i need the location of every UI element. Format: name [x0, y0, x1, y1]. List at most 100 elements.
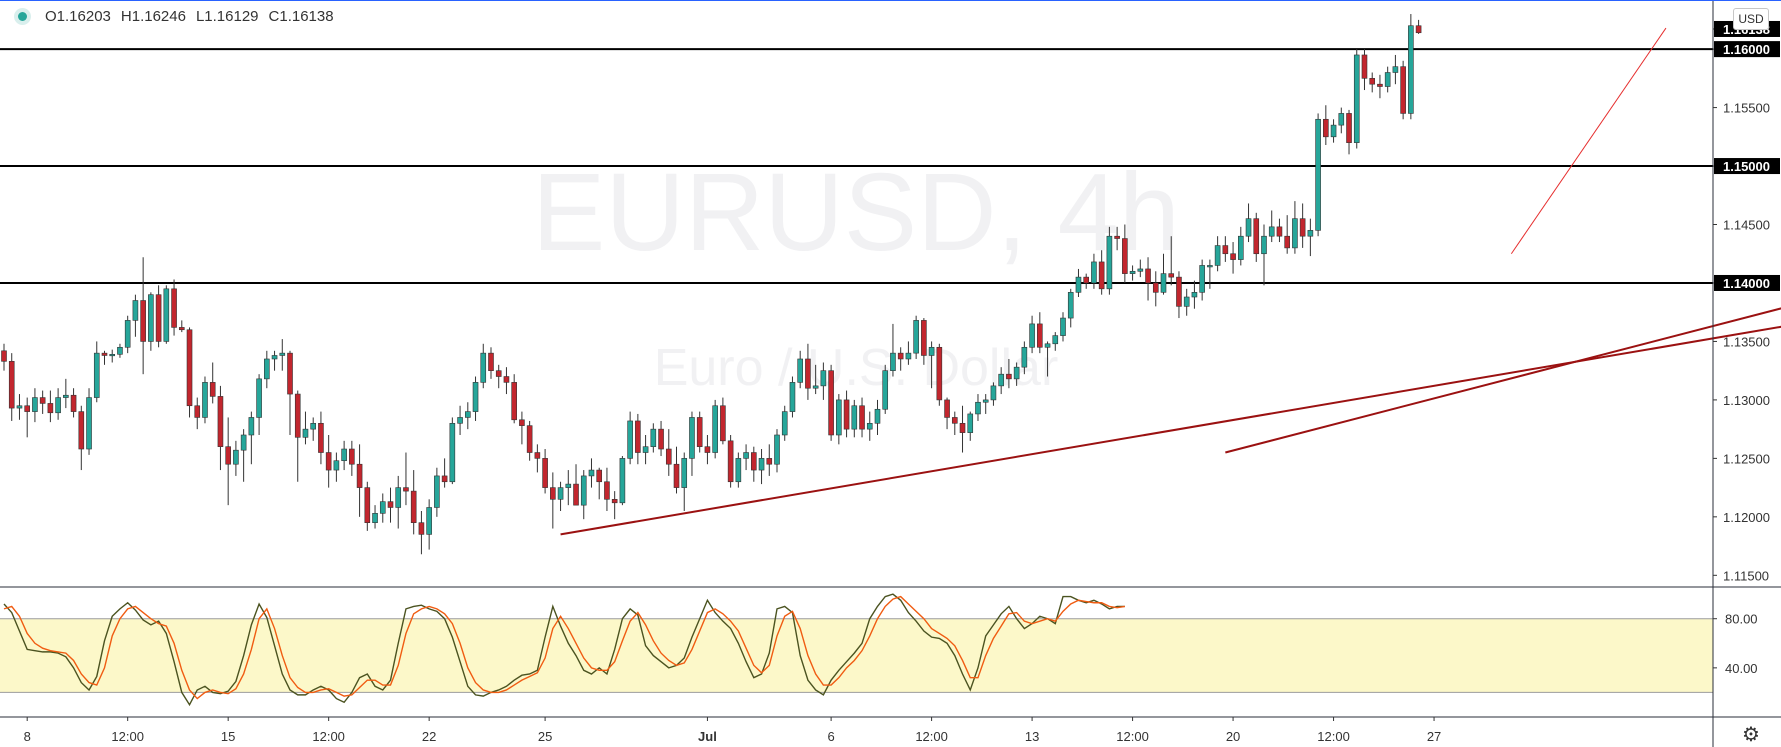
- candle-body: [936, 346, 943, 401]
- candle-body: [1268, 226, 1275, 237]
- candle-body: [55, 397, 61, 414]
- candle-body: [333, 460, 340, 471]
- candle-body: [1052, 335, 1059, 345]
- candle-body: [774, 434, 780, 465]
- candle-body: [248, 417, 255, 436]
- candle-body: [194, 405, 201, 418]
- candle-body: [696, 417, 703, 447]
- candle-body: [140, 300, 146, 342]
- candle-body: [1214, 245, 1221, 266]
- candle-body: [511, 382, 517, 421]
- ohlc-legend: O1.16203 H1.16246 L1.16129 C1.16138: [18, 8, 334, 25]
- candle-body: [866, 422, 873, 430]
- candle-body: [1361, 54, 1368, 79]
- candle-body: [1060, 317, 1066, 336]
- time-axis[interactable]: 8 12:00 15 12:00 22 25 Jul 6 12:00 13 12:00 20 12:00…: [24, 717, 1442, 744]
- candle-body: [874, 408, 881, 424]
- candle-body: [727, 440, 734, 483]
- candle-body: [233, 449, 239, 465]
- candle-body: [542, 458, 548, 488]
- candle-body: [70, 394, 77, 412]
- candle-body: [202, 382, 208, 418]
- candle-body: [1029, 323, 1035, 348]
- candle-body: [24, 405, 30, 412]
- time-tick-label: 13: [1025, 729, 1039, 744]
- horizontal-levels[interactable]: [0, 48, 1713, 284]
- candle-body: [805, 358, 811, 389]
- candle-body: [279, 352, 286, 356]
- candle-body: [1183, 296, 1190, 307]
- candle-body: [797, 358, 803, 383]
- candle-body: [1330, 124, 1337, 138]
- candle-body: [1044, 343, 1051, 348]
- candle-body: [951, 417, 958, 424]
- candle-body: [928, 346, 935, 356]
- candle-body: [39, 397, 46, 404]
- candle-body: [1346, 113, 1352, 143]
- candle-body: [63, 394, 69, 398]
- candle-body: [171, 288, 177, 328]
- candle-body: [16, 405, 23, 409]
- time-tick-label: 12:00: [312, 729, 345, 744]
- candle-body: [47, 403, 54, 414]
- ohlc-open: O1.16203: [45, 8, 111, 25]
- candle-body: [1199, 265, 1205, 293]
- candle-body: [665, 448, 672, 465]
- candle-body: [379, 501, 386, 514]
- candle-body: [565, 483, 572, 488]
- candle-body: [1160, 273, 1167, 293]
- currency-button[interactable]: USD: [1733, 8, 1769, 30]
- watermark: EURUSD, 4h Euro / U.S. Dollar: [532, 151, 1180, 397]
- candle-body: [573, 483, 579, 506]
- gear-icon[interactable]: ⚙: [1742, 724, 1760, 746]
- candle-body: [495, 370, 502, 377]
- candle-body: [890, 352, 896, 371]
- candle-body: [240, 434, 247, 451]
- candle-body: [766, 458, 773, 465]
- trendlines[interactable]: [560, 27, 1781, 536]
- candle-body: [464, 411, 471, 418]
- candle-body: [310, 422, 317, 430]
- candle-body: [225, 446, 231, 465]
- price-label-box: [1714, 41, 1780, 58]
- candle-body: [325, 452, 332, 471]
- candle-body: [1245, 218, 1252, 237]
- candle-body: [658, 428, 664, 450]
- candle-body: [557, 487, 564, 500]
- price-tick-label: 1.12500: [1723, 451, 1770, 466]
- watermark-symbol: EURUSD, 4h: [532, 151, 1180, 274]
- candle-body: [812, 385, 819, 389]
- candle-body: [264, 358, 270, 380]
- candle-body: [480, 352, 487, 383]
- trendline: [1225, 307, 1781, 454]
- price-axis[interactable]: 1.11500 1.12000 1.12500 1.13000 1.13500 1.140…: [1713, 20, 1780, 676]
- candle-body: [1137, 268, 1144, 272]
- candle-body: [1106, 235, 1113, 290]
- candle-body: [1307, 230, 1314, 237]
- time-tick-label: 6: [827, 729, 834, 744]
- candle-body: [434, 475, 440, 508]
- candle-body: [673, 463, 680, 488]
- candle-body: [990, 385, 997, 401]
- candle-body: [1253, 218, 1260, 255]
- candle-body: [758, 458, 765, 471]
- time-tick-label: 27: [1427, 729, 1441, 744]
- candle-body: [712, 405, 718, 453]
- candle-body: [1392, 66, 1399, 73]
- candle-body: [982, 399, 989, 403]
- candle-body: [178, 327, 185, 331]
- candle-body: [488, 352, 494, 371]
- candle-body: [78, 411, 85, 450]
- candlesticks: [1, 14, 1422, 555]
- time-tick-label: 12:00: [1116, 729, 1149, 744]
- candle-body: [534, 452, 541, 459]
- candle-body: [418, 522, 425, 535]
- candle-body: [1338, 113, 1345, 126]
- status-dot-icon: [18, 12, 27, 21]
- price-label-box: [1714, 274, 1780, 291]
- candle-body: [410, 490, 417, 523]
- time-tick-label: 20: [1226, 729, 1240, 744]
- candle-body: [132, 300, 139, 321]
